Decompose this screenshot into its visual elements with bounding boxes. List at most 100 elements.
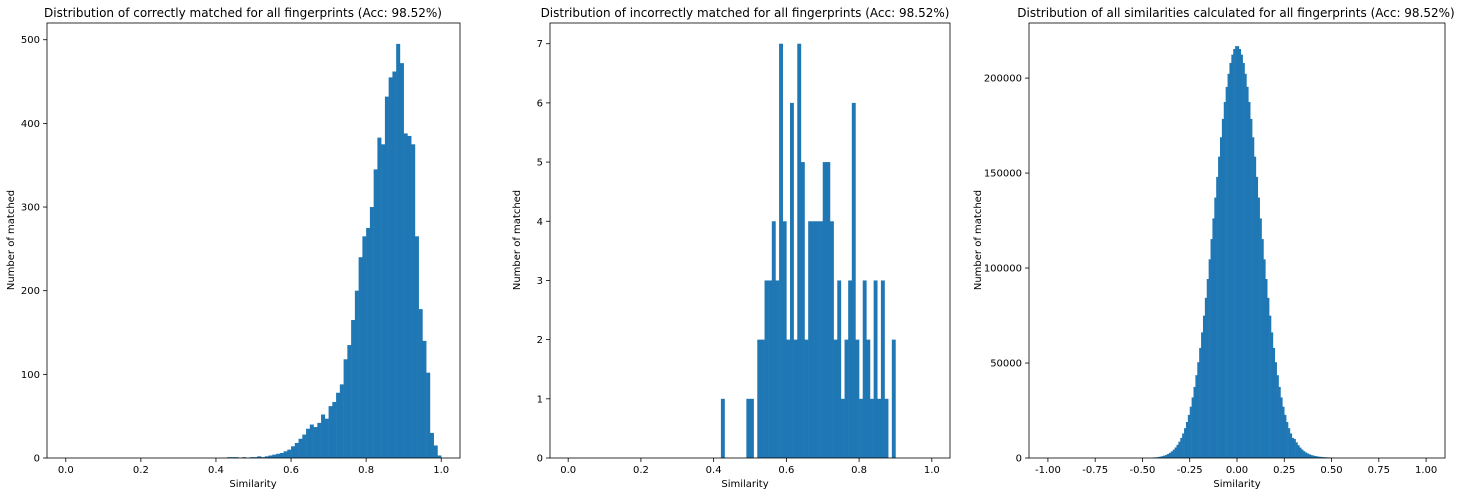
histogram-bar <box>830 221 834 458</box>
histogram-bar <box>429 432 434 458</box>
histogram-bar <box>369 207 374 458</box>
histogram-bar <box>1157 456 1160 458</box>
histogram-bar <box>1165 454 1168 458</box>
y-ticks: 0 100 200 300 400 500 <box>21 35 47 465</box>
histogram-bar <box>249 457 254 458</box>
histogram-bar <box>1286 422 1289 458</box>
y-ticks: 0 50000 100000 150000 200000 <box>984 74 1029 465</box>
histogram-bar <box>797 43 802 459</box>
histogram-bar <box>1314 456 1317 458</box>
histogram-bar <box>757 339 762 458</box>
histogram-bar <box>309 424 314 458</box>
x-tick-label: 0.00 <box>1226 465 1248 476</box>
histogram-bar <box>833 339 838 458</box>
histogram-bar <box>819 221 823 458</box>
histogram-bar <box>884 398 889 458</box>
histogram-bar <box>306 428 311 458</box>
histogram-bar <box>746 398 751 458</box>
x-tick-label: 1.0 <box>433 465 449 476</box>
histogram-bar <box>808 221 813 458</box>
histogram-bar <box>1216 176 1219 458</box>
histogram-bar <box>1276 375 1279 458</box>
histogram-bar <box>392 71 397 459</box>
histogram-bar <box>873 280 878 458</box>
histogram-bar <box>264 456 269 458</box>
histogram-bar <box>851 102 856 459</box>
y-tick-label: 0 <box>1016 454 1022 465</box>
histogram-bar <box>1242 62 1245 459</box>
histogram-bar <box>373 169 378 458</box>
y-tick-label: 300 <box>21 203 40 214</box>
histogram-bar <box>230 457 235 458</box>
histogram-bar <box>414 236 419 458</box>
y-tick-label: 1 <box>537 394 543 405</box>
y-tick-label: 100000 <box>984 264 1022 275</box>
histogram-bar <box>347 345 352 458</box>
histogram-bar <box>294 442 299 458</box>
histogram-bar <box>287 449 292 458</box>
histogram-bar <box>1202 315 1206 458</box>
histogram-bar <box>1257 197 1260 458</box>
histogram-bar <box>1240 54 1243 458</box>
x-axis-label: Similarity <box>1213 479 1260 490</box>
histogram-bar <box>779 43 783 459</box>
histogram-bar <box>1197 362 1200 458</box>
histogram-bar <box>366 227 371 458</box>
histogram-bar <box>418 309 423 458</box>
histogram-bar <box>272 454 277 458</box>
histogram-bar <box>811 221 816 458</box>
histogram-bar <box>1297 445 1300 458</box>
histogram-bar <box>1305 452 1308 458</box>
histogram-bar <box>844 339 849 458</box>
histogram-bar <box>1282 406 1285 458</box>
x-tick-label: 1.00 <box>1415 465 1437 476</box>
histogram-bar <box>1246 86 1249 458</box>
histogram-bar <box>381 144 386 459</box>
histogram-bar <box>1199 347 1202 458</box>
x-tick-label: 0.8 <box>851 465 867 476</box>
histogram-bar <box>328 406 333 458</box>
histogram-bar <box>1250 118 1253 459</box>
histogram-bar <box>1265 279 1268 458</box>
histogram-bar <box>1288 428 1291 458</box>
histogram-bar <box>1306 453 1310 458</box>
histogram-bar <box>1308 454 1311 458</box>
histogram-bar <box>1159 456 1162 458</box>
histogram-bar <box>793 339 798 458</box>
histogram-bar <box>1185 422 1189 458</box>
histogram-bar <box>313 427 318 458</box>
histogram-bar <box>1289 433 1293 458</box>
x-tick-label: 0.0 <box>58 465 74 476</box>
histogram-bar <box>407 135 412 458</box>
histogram-bar <box>1208 259 1211 458</box>
histogram-bar <box>1274 362 1277 458</box>
histogram-bar <box>1238 49 1242 458</box>
x-tick-label: -1.00 <box>1035 465 1061 476</box>
y-tick-label: 5 <box>537 158 543 169</box>
histogram-bar <box>800 162 805 458</box>
histogram-bar <box>826 162 831 458</box>
x-tick-label: 0.2 <box>633 465 649 476</box>
x-tick-label: 0.0 <box>560 465 576 476</box>
histogram-bar <box>1210 239 1213 458</box>
histogram-bar <box>1229 62 1232 459</box>
histogram-bar <box>1218 156 1221 458</box>
histogram-bar <box>1244 73 1247 458</box>
histogram-bar <box>1271 332 1274 458</box>
histogram-bar <box>1182 433 1185 458</box>
histogram-bar <box>426 372 431 458</box>
x-tick-label: -0.50 <box>1130 465 1156 476</box>
chart-panel-correct: Distribution of correctly matched for al… <box>6 6 461 490</box>
histogram-bar <box>782 221 787 458</box>
histogram-bar <box>354 290 359 458</box>
chart-title: Distribution of correctly matched for al… <box>44 6 442 20</box>
histogram-bar <box>1187 414 1190 458</box>
histogram-bar <box>336 392 341 458</box>
histogram-bar <box>1195 375 1198 458</box>
histogram-bar <box>1320 456 1323 458</box>
x-ticks: -1.00 -0.75 -0.50 -0.25 0.00 0.25 0.50 0.75 1.00 <box>1035 458 1437 476</box>
histogram-bar <box>768 280 773 458</box>
x-tick-label: 0.75 <box>1368 465 1390 476</box>
x-tick-label: 0.4 <box>208 465 224 476</box>
